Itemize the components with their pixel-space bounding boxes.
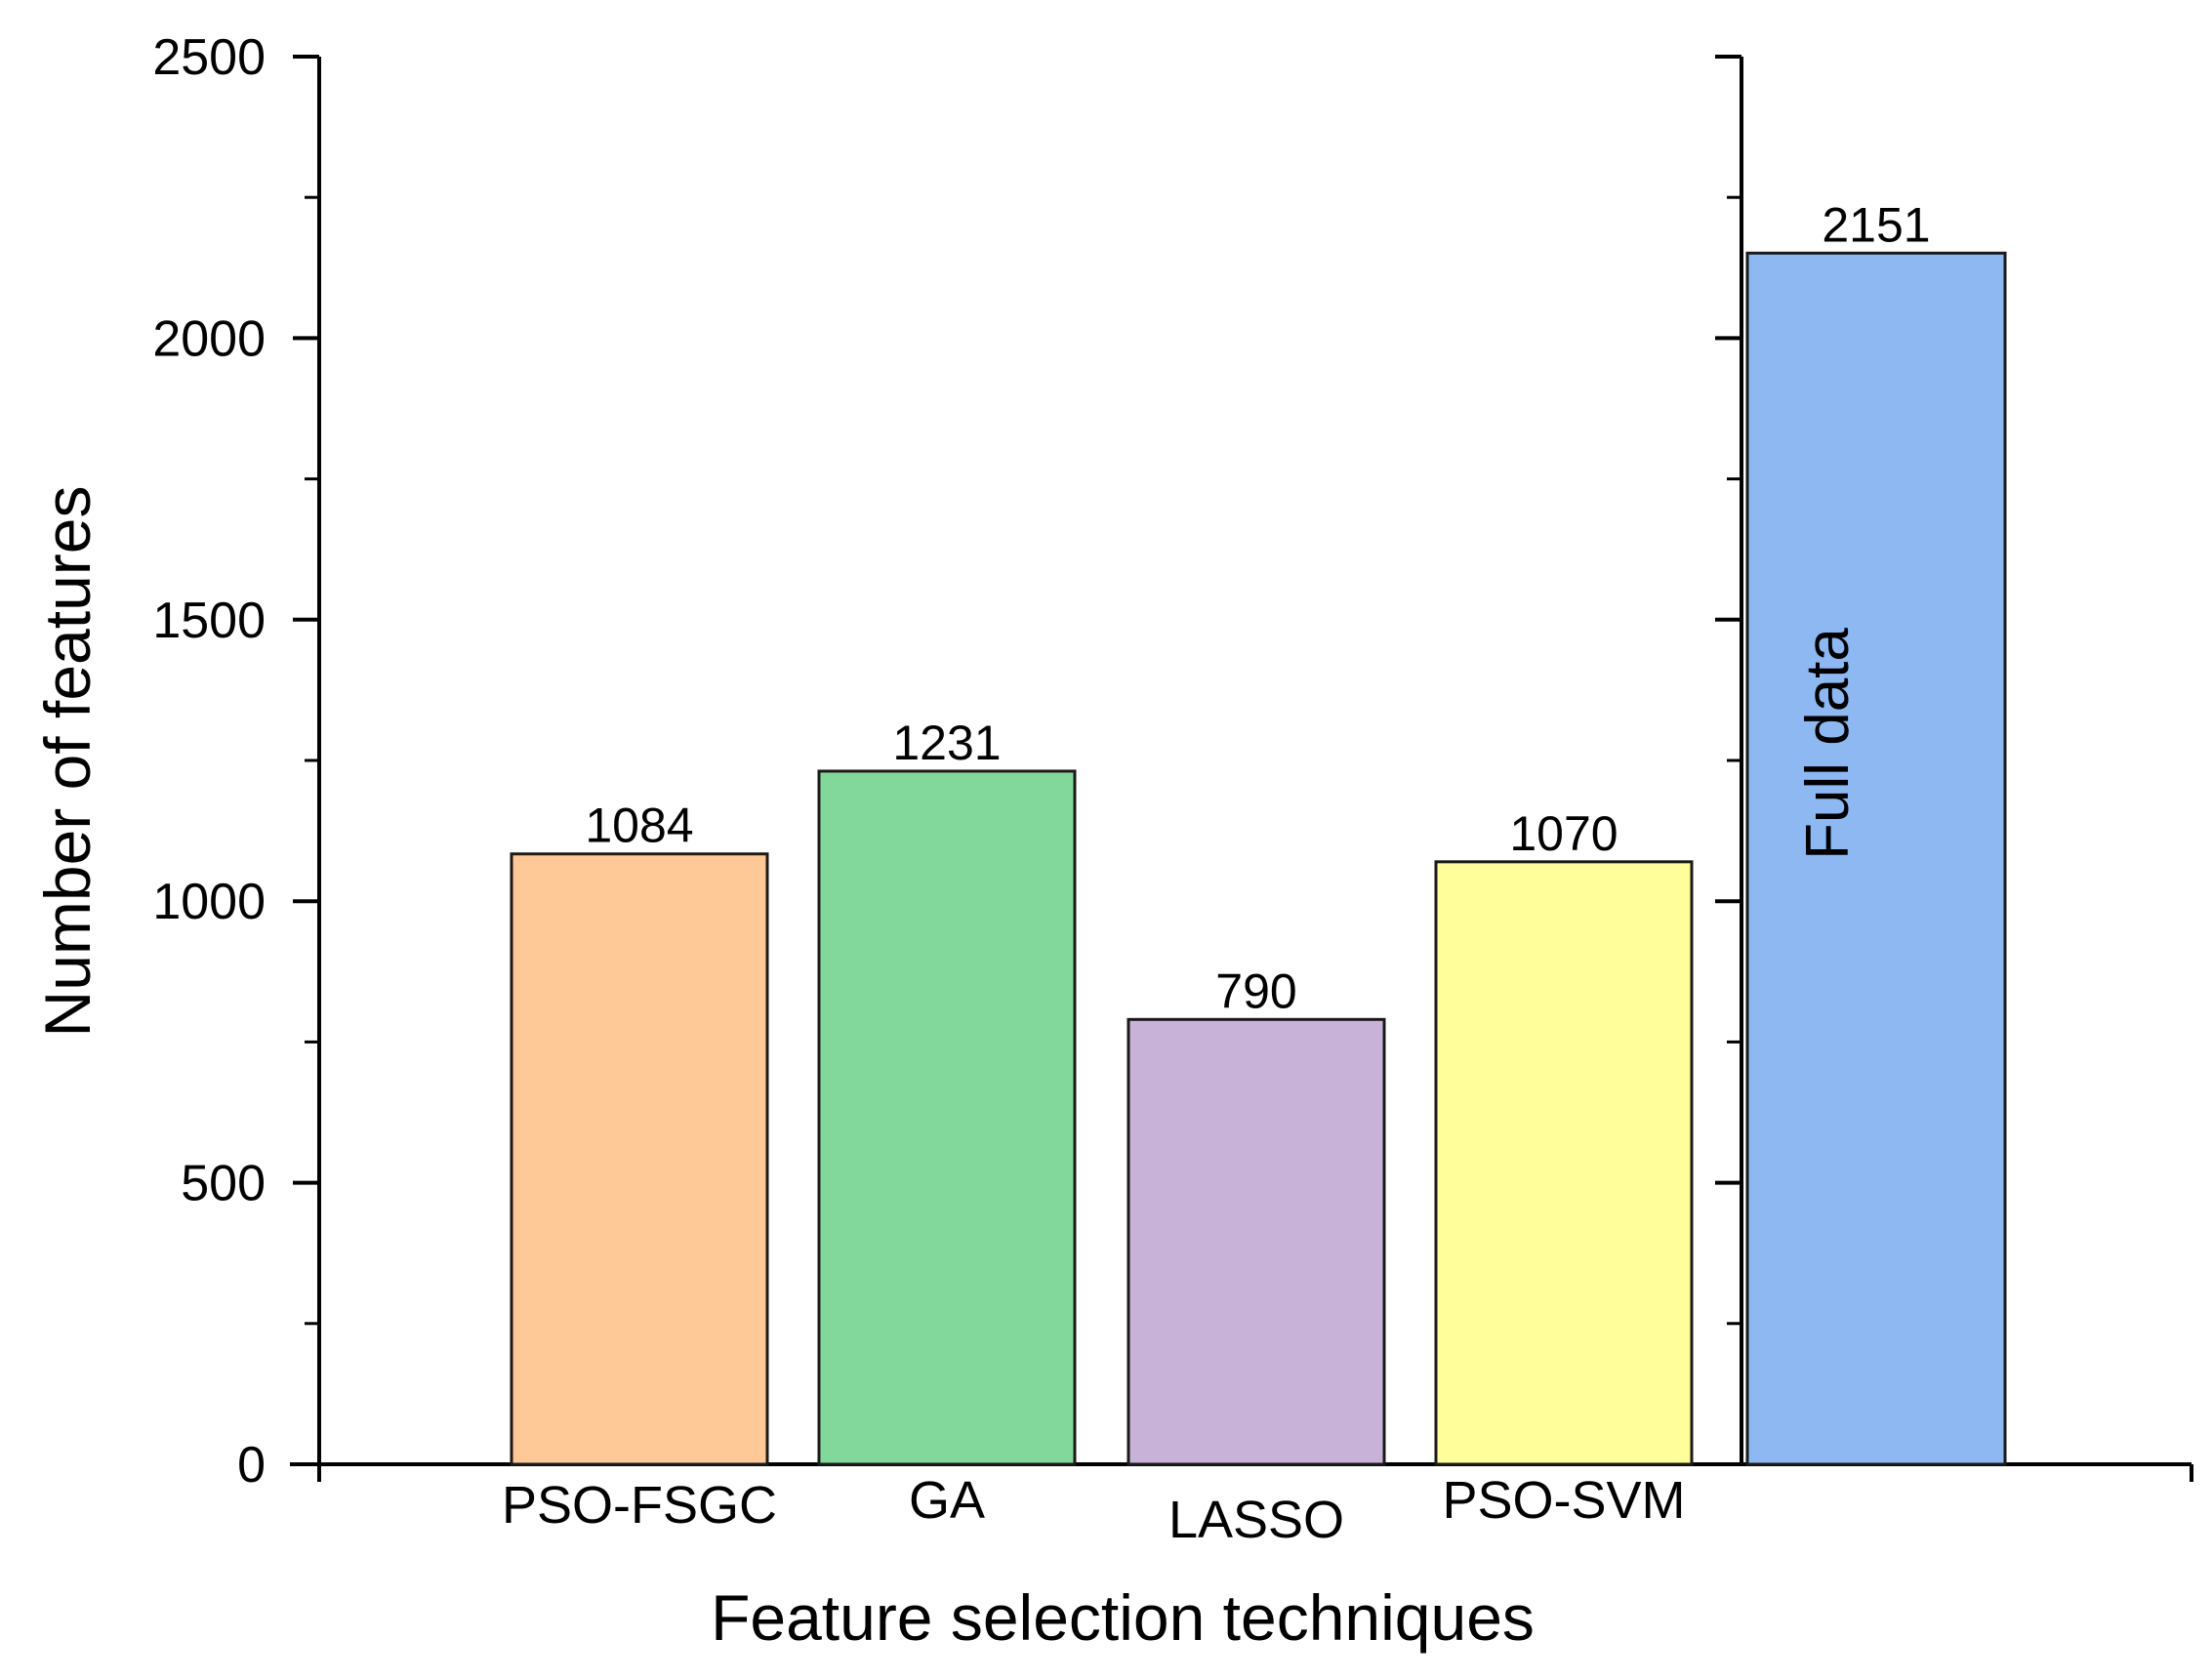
bar-pso-fsgc [510,852,769,1466]
bar-full-data [1745,251,2007,1466]
y-tick-label-3: 1500 [152,593,266,649]
bars-group [510,251,2007,1466]
y-axis-title: Number of features [31,486,103,1038]
bar-ga [817,769,1077,1466]
category-labels-group: PSO-FSGC GA LASSO PSO-SVM [502,1471,1686,1549]
data-label-pso-svm: 1070 [1509,806,1618,861]
data-labels-group: 1084 1231 790 1070 2151 Full data [585,197,1930,1018]
full-data-inner-label: Full data [1794,628,1862,860]
y-axis-ticks: 0 500 1000 1500 2000 2500 [152,29,1741,1494]
data-label-pso-fsgc: 1084 [585,799,693,853]
bar-pso-svm [1434,860,1694,1466]
category-label-lasso: LASSO [1168,1491,1344,1549]
category-label-pso-svm: PSO-SVM [1442,1471,1685,1530]
bar-lasso [1126,1017,1386,1466]
y-tick-label-1: 500 [181,1156,266,1212]
category-label-ga: GA [909,1471,985,1530]
data-label-ga: 1231 [892,716,1001,770]
y-tick-label-5: 2500 [152,29,266,86]
category-label-pso-fsgc: PSO-FSGC [502,1476,777,1535]
y-tick-label-0: 0 [237,1437,266,1494]
y-tick-label-4: 2000 [152,310,266,367]
data-label-full-data: 2151 [1822,197,1930,252]
data-label-lasso: 790 [1215,963,1296,1018]
x-axis-title: Feature selection techniques [711,1581,1535,1654]
y-tick-label-2: 1000 [152,874,266,930]
